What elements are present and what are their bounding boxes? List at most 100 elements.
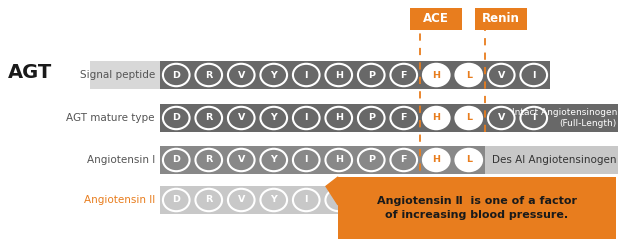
Ellipse shape	[163, 64, 190, 86]
Ellipse shape	[358, 64, 384, 86]
Ellipse shape	[163, 149, 190, 171]
Ellipse shape	[293, 189, 319, 211]
FancyBboxPatch shape	[160, 104, 618, 132]
Ellipse shape	[195, 149, 222, 171]
Text: Y: Y	[270, 113, 277, 122]
Text: L: L	[466, 70, 472, 79]
Ellipse shape	[423, 107, 450, 129]
Text: R: R	[205, 156, 213, 165]
Text: I: I	[532, 70, 536, 79]
Text: D: D	[172, 70, 180, 79]
Text: Angiotensin Ⅱ  is one of a factor
of increasing blood pressure.: Angiotensin Ⅱ is one of a factor of incr…	[377, 196, 577, 220]
Ellipse shape	[423, 149, 450, 171]
Text: I: I	[532, 113, 536, 122]
FancyBboxPatch shape	[485, 146, 618, 174]
Ellipse shape	[488, 107, 515, 129]
Ellipse shape	[391, 149, 417, 171]
Polygon shape	[326, 177, 338, 205]
Text: R: R	[205, 113, 213, 122]
FancyBboxPatch shape	[160, 61, 550, 89]
Ellipse shape	[228, 107, 255, 129]
FancyBboxPatch shape	[476, 8, 527, 30]
Ellipse shape	[391, 107, 417, 129]
Ellipse shape	[520, 107, 547, 129]
Text: H: H	[335, 70, 343, 79]
Text: V: V	[498, 70, 505, 79]
Ellipse shape	[293, 149, 319, 171]
Text: I: I	[304, 113, 308, 122]
Text: H: H	[432, 113, 440, 122]
Text: F: F	[401, 70, 407, 79]
Ellipse shape	[293, 107, 319, 129]
Text: P: P	[368, 196, 374, 205]
Text: R: R	[205, 70, 213, 79]
Text: V: V	[237, 196, 245, 205]
Text: R: R	[205, 196, 213, 205]
Text: D: D	[172, 156, 180, 165]
Ellipse shape	[456, 149, 482, 171]
Text: H: H	[432, 156, 440, 165]
Text: H: H	[335, 196, 343, 205]
Text: H: H	[335, 113, 343, 122]
Text: D: D	[172, 196, 180, 205]
Ellipse shape	[228, 64, 255, 86]
Ellipse shape	[293, 64, 319, 86]
Text: Angiotensin I: Angiotensin I	[87, 155, 155, 165]
Ellipse shape	[456, 64, 482, 86]
Text: Des AI Angiotensinogen: Des AI Angiotensinogen	[492, 155, 617, 165]
Text: V: V	[237, 156, 245, 165]
Text: Signal peptide: Signal peptide	[80, 70, 155, 80]
Text: L: L	[466, 156, 472, 165]
Text: I: I	[304, 196, 308, 205]
Ellipse shape	[195, 189, 222, 211]
Ellipse shape	[456, 107, 482, 129]
Text: P: P	[368, 113, 374, 122]
Text: Renin: Renin	[482, 12, 520, 26]
FancyBboxPatch shape	[160, 186, 420, 214]
Text: V: V	[237, 70, 245, 79]
Ellipse shape	[326, 189, 352, 211]
Ellipse shape	[228, 189, 255, 211]
Ellipse shape	[391, 189, 417, 211]
Ellipse shape	[195, 64, 222, 86]
Text: I: I	[304, 70, 308, 79]
Text: F: F	[401, 113, 407, 122]
FancyBboxPatch shape	[90, 61, 160, 89]
Text: L: L	[466, 113, 472, 122]
Text: P: P	[368, 156, 374, 165]
Ellipse shape	[326, 149, 352, 171]
Ellipse shape	[228, 149, 255, 171]
Text: V: V	[237, 113, 245, 122]
Ellipse shape	[326, 64, 352, 86]
Text: P: P	[368, 70, 374, 79]
Text: Angiotensin II: Angiotensin II	[84, 195, 155, 205]
Text: H: H	[335, 156, 343, 165]
Text: Y: Y	[270, 70, 277, 79]
Text: Y: Y	[270, 196, 277, 205]
Text: D: D	[172, 113, 180, 122]
Ellipse shape	[260, 64, 287, 86]
Text: Y: Y	[270, 156, 277, 165]
Text: Intact Angiotensinogen
(Full-Length): Intact Angiotensinogen (Full-Length)	[512, 108, 617, 128]
Ellipse shape	[358, 149, 384, 171]
Text: F: F	[401, 156, 407, 165]
Text: AGT: AGT	[8, 63, 52, 83]
Text: F: F	[401, 196, 407, 205]
FancyBboxPatch shape	[410, 8, 463, 30]
Ellipse shape	[195, 107, 222, 129]
Text: AGT mature type: AGT mature type	[66, 113, 155, 123]
Text: V: V	[498, 113, 505, 122]
Ellipse shape	[488, 64, 515, 86]
Text: ACE: ACE	[423, 12, 449, 26]
FancyBboxPatch shape	[338, 177, 616, 239]
Ellipse shape	[358, 189, 384, 211]
Text: H: H	[432, 70, 440, 79]
FancyBboxPatch shape	[160, 146, 485, 174]
Text: I: I	[304, 156, 308, 165]
Ellipse shape	[260, 149, 287, 171]
Ellipse shape	[391, 64, 417, 86]
Ellipse shape	[260, 107, 287, 129]
Ellipse shape	[520, 64, 547, 86]
Ellipse shape	[326, 107, 352, 129]
Ellipse shape	[358, 107, 384, 129]
